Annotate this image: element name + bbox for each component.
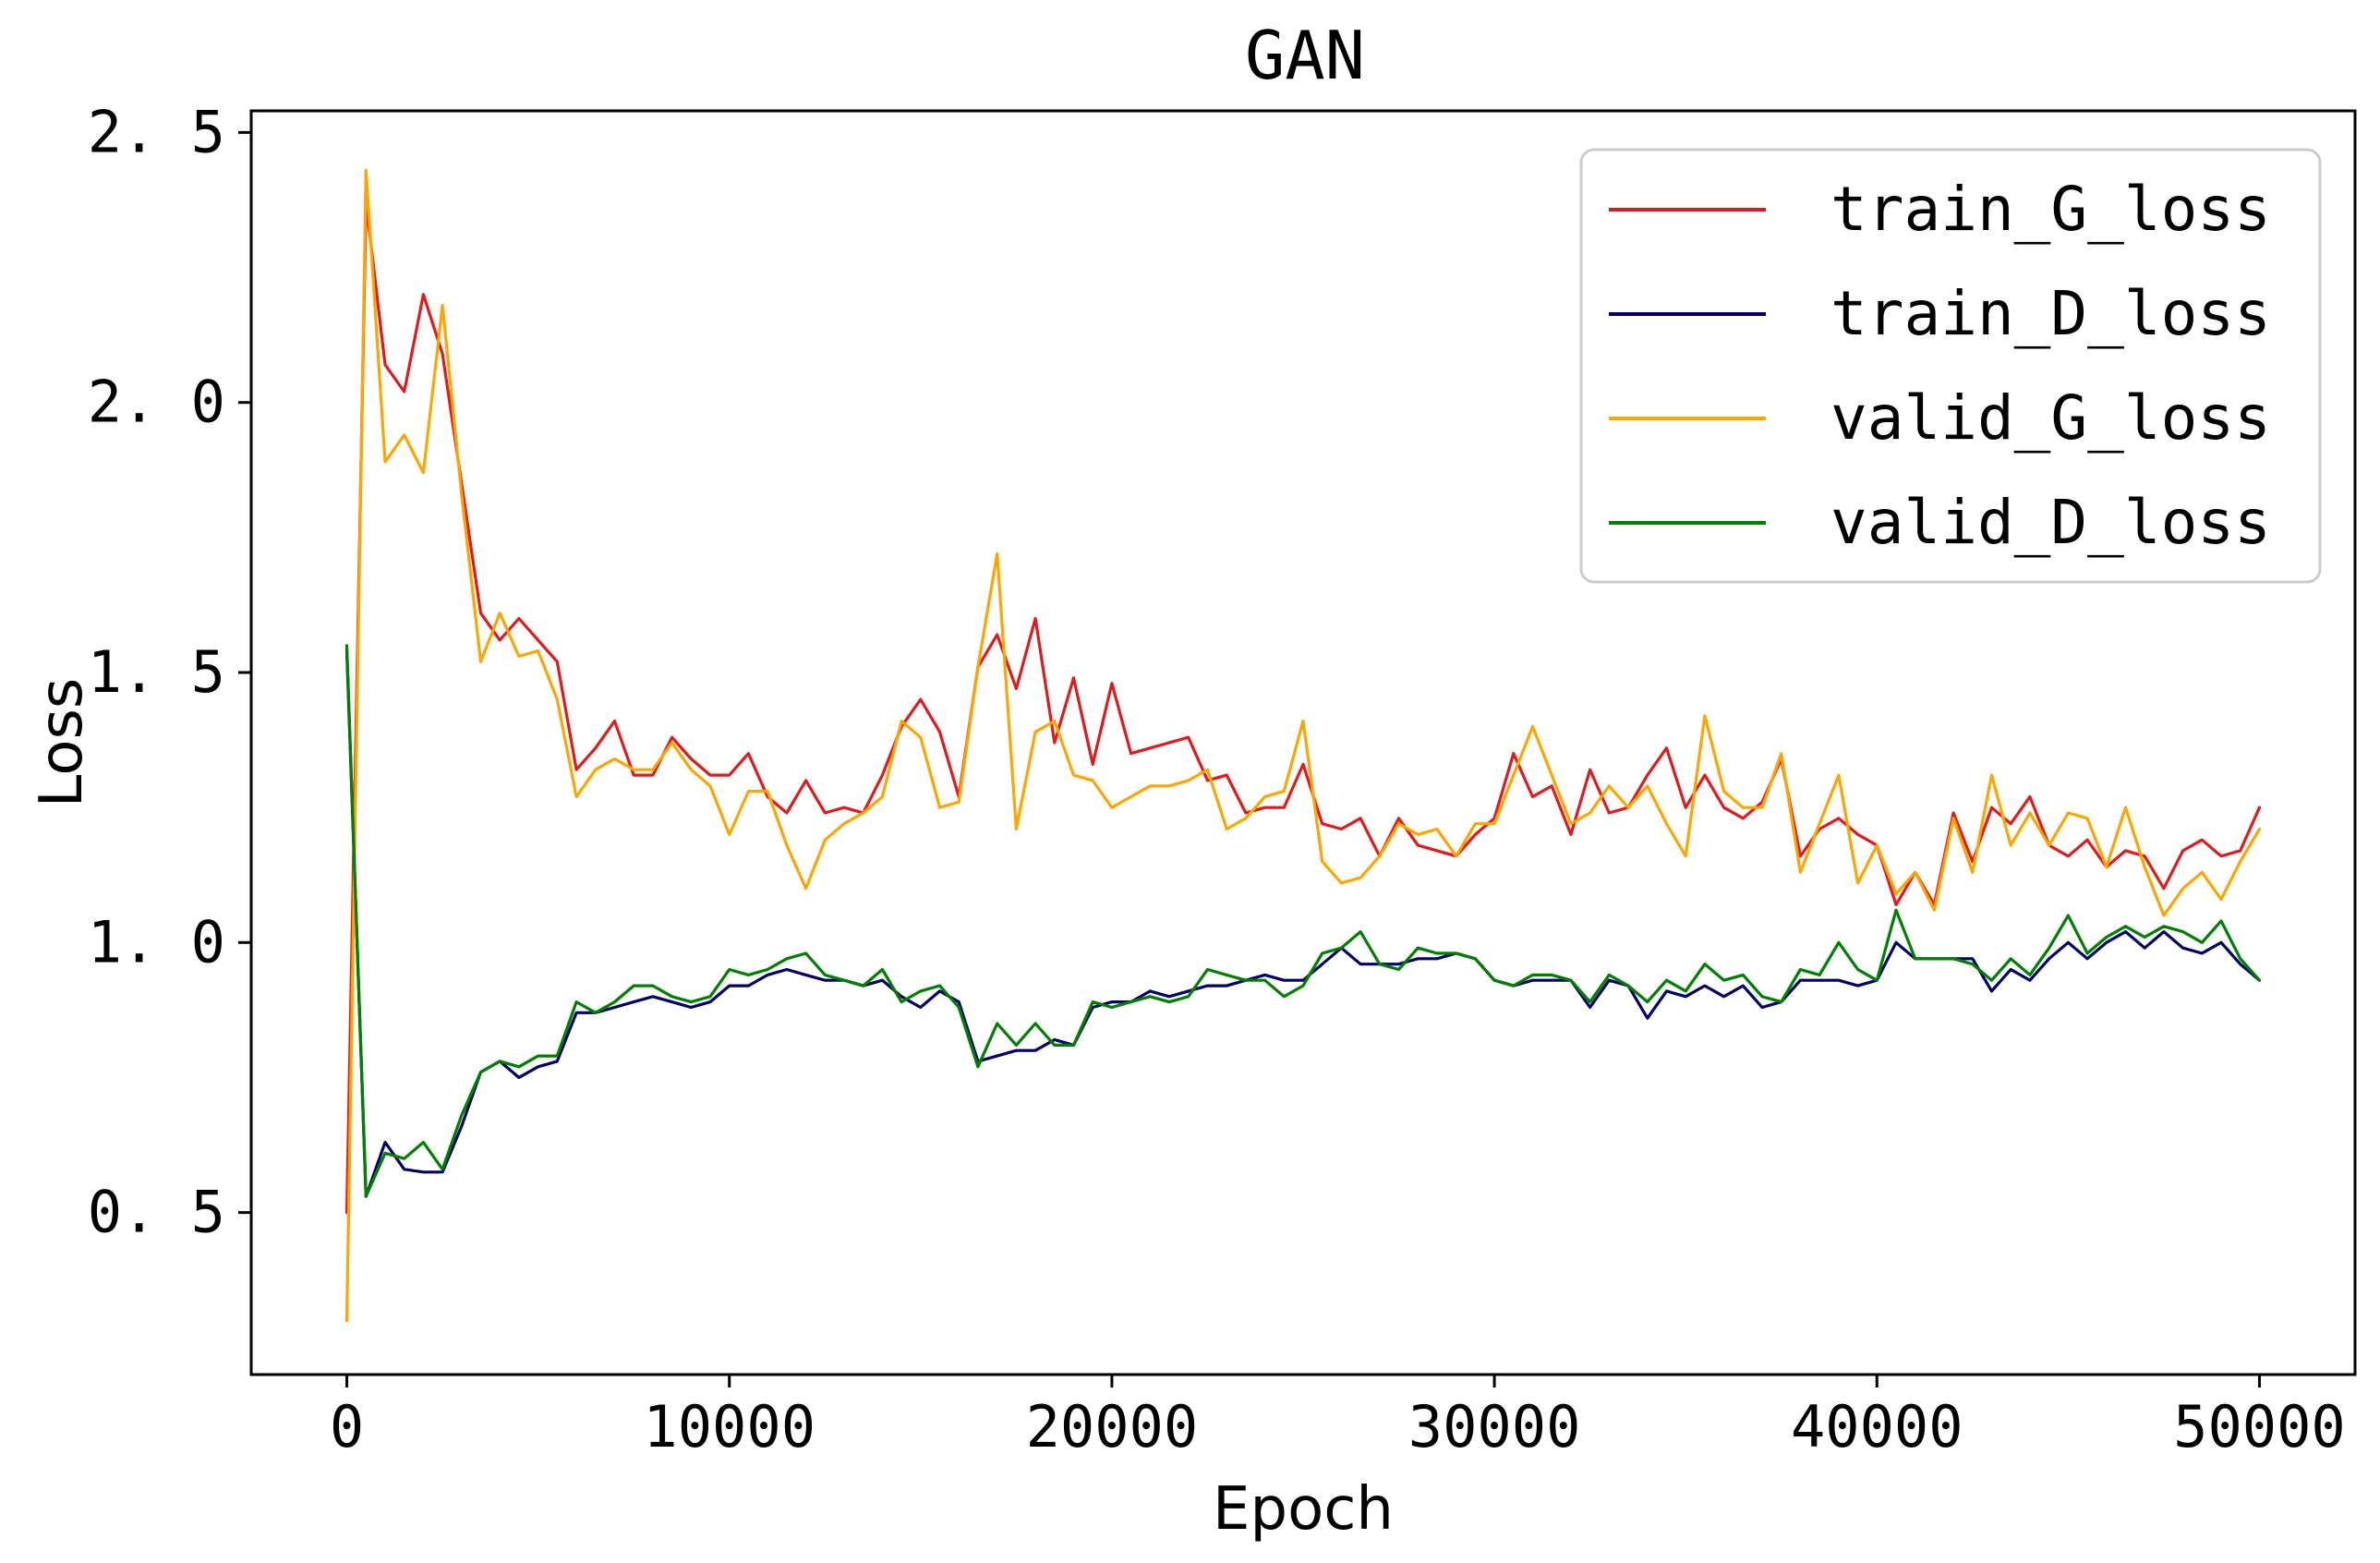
x-tick-label: 20000 [1026, 1393, 1199, 1460]
series-line-valid-D-loss [344, 644, 2262, 1198]
series-line-train-D-loss [344, 648, 2262, 1198]
legend-items: train_G_loss train_D_loss valid_G_lossvali… [1609, 174, 2271, 558]
y-axis-label: Loss [28, 678, 96, 807]
x-axis-label: Epoch [1213, 1475, 1394, 1544]
y-axis-ticks: 0. 5 1. 0 1. 5 2. 0 2. 5 [88, 98, 251, 1246]
legend-label: train_D_loss [1830, 278, 2271, 349]
legend-label: train_G_loss [1830, 174, 2271, 245]
legend-label: valid_G_loss [1830, 382, 2271, 454]
series-line-valid-G-loss [344, 168, 2262, 1323]
y-tick-label: 2. 5 [88, 98, 225, 165]
x-tick-label: 0 [330, 1393, 364, 1460]
x-tick-label: 10000 [643, 1393, 815, 1460]
x-axis-ticks: 0 10000 20000 30000 40000 50000 [330, 1375, 2346, 1460]
y-tick-label: 1. 5 [88, 638, 225, 706]
legend: train_G_loss train_D_loss valid_G_lossvali… [1579, 148, 2322, 584]
series-layer [344, 168, 2262, 1323]
legend-label: valid_D_loss [1830, 487, 2271, 558]
x-tick-label: 50000 [2173, 1393, 2346, 1460]
y-tick-label: 2. 0 [88, 369, 225, 436]
x-tick-label: 30000 [1408, 1393, 1581, 1460]
y-tick-label: 1. 0 [88, 908, 225, 975]
x-tick-label: 40000 [1791, 1393, 1963, 1460]
plot-frame [249, 109, 2357, 1376]
legend-box [1579, 148, 2322, 584]
y-tick-label: 0. 5 [88, 1179, 225, 1246]
plot-area [249, 109, 2357, 1376]
chart-title: GAN [1245, 17, 1365, 94]
